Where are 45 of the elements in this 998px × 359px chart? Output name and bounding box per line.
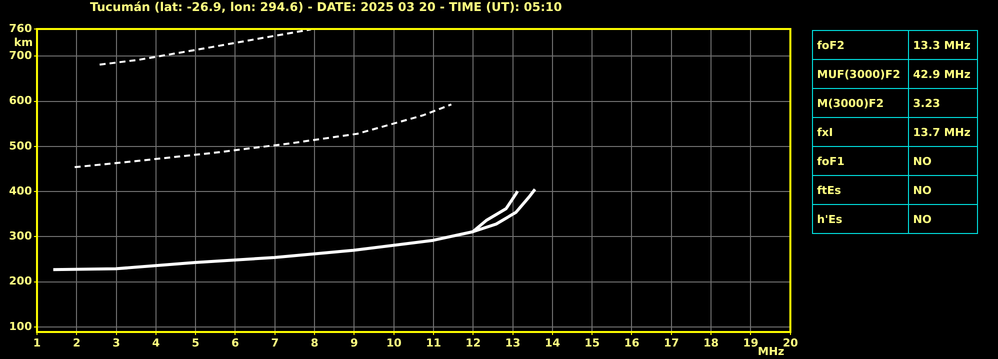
text: MUF(3000)F2 [812,60,908,88]
y-tick-label: 300 [9,230,32,243]
y-tick-label: 700 [9,48,32,62]
x-tick-label: 10 [386,336,402,350]
x-tick-label: 18 [703,336,719,350]
y-axis-title: km [14,36,33,49]
y-tick-label: 100 [9,320,32,333]
text: 13.3 MHz [908,30,978,60]
chart-title: Tucumán (lat: -26.9, lon: 294.6) - DATE: 2025 03 20 - TIME (UT): 05:10 [90,0,562,14]
x-tick-label: 8 [310,336,318,350]
text: 42.9 MHz [908,60,978,88]
x-tick-label: 9 [350,336,358,350]
x-axis-title: MHz [758,344,784,358]
y-tick-label: 400 [9,184,32,198]
text: NO [908,146,978,176]
text: h'Es [812,204,908,234]
x-tick-label: 17 [664,336,680,350]
text: NO [908,176,978,204]
x-tick-label: 16 [624,336,640,350]
y-tick-label: 600 [9,94,32,108]
text: foF1 [812,146,908,176]
y-tick-label: 200 [9,274,32,288]
x-tick-label: 19 [743,336,758,350]
y-tick-label: 760 [9,22,32,35]
text: M(3000)F2 [812,88,908,118]
text: foF2 [812,30,908,60]
x-tick-label: 5 [192,336,200,350]
x-tick-label: 13 [505,336,520,350]
x-tick-label: 12 [465,336,481,350]
text: ftEs [812,176,908,204]
x-tick-label: 11 [426,336,442,350]
x-tick-label: 20 [782,336,798,350]
x-tick-label: 3 [112,336,120,350]
x-tick-label: 15 [584,336,600,350]
text: 3.23 [908,88,978,118]
x-tick-label: 14 [544,336,560,350]
x-tick-label: 4 [152,336,160,350]
x-tick-label: 7 [271,336,279,350]
x-tick-label: 6 [231,336,240,350]
x-tick-label: 1 [33,336,41,350]
x-tick-label: 2 [72,336,80,350]
text: 13.7 MHz [908,118,978,146]
y-tick-label: 500 [9,139,32,152]
text: NO [908,204,978,234]
text: fxI [812,118,908,146]
